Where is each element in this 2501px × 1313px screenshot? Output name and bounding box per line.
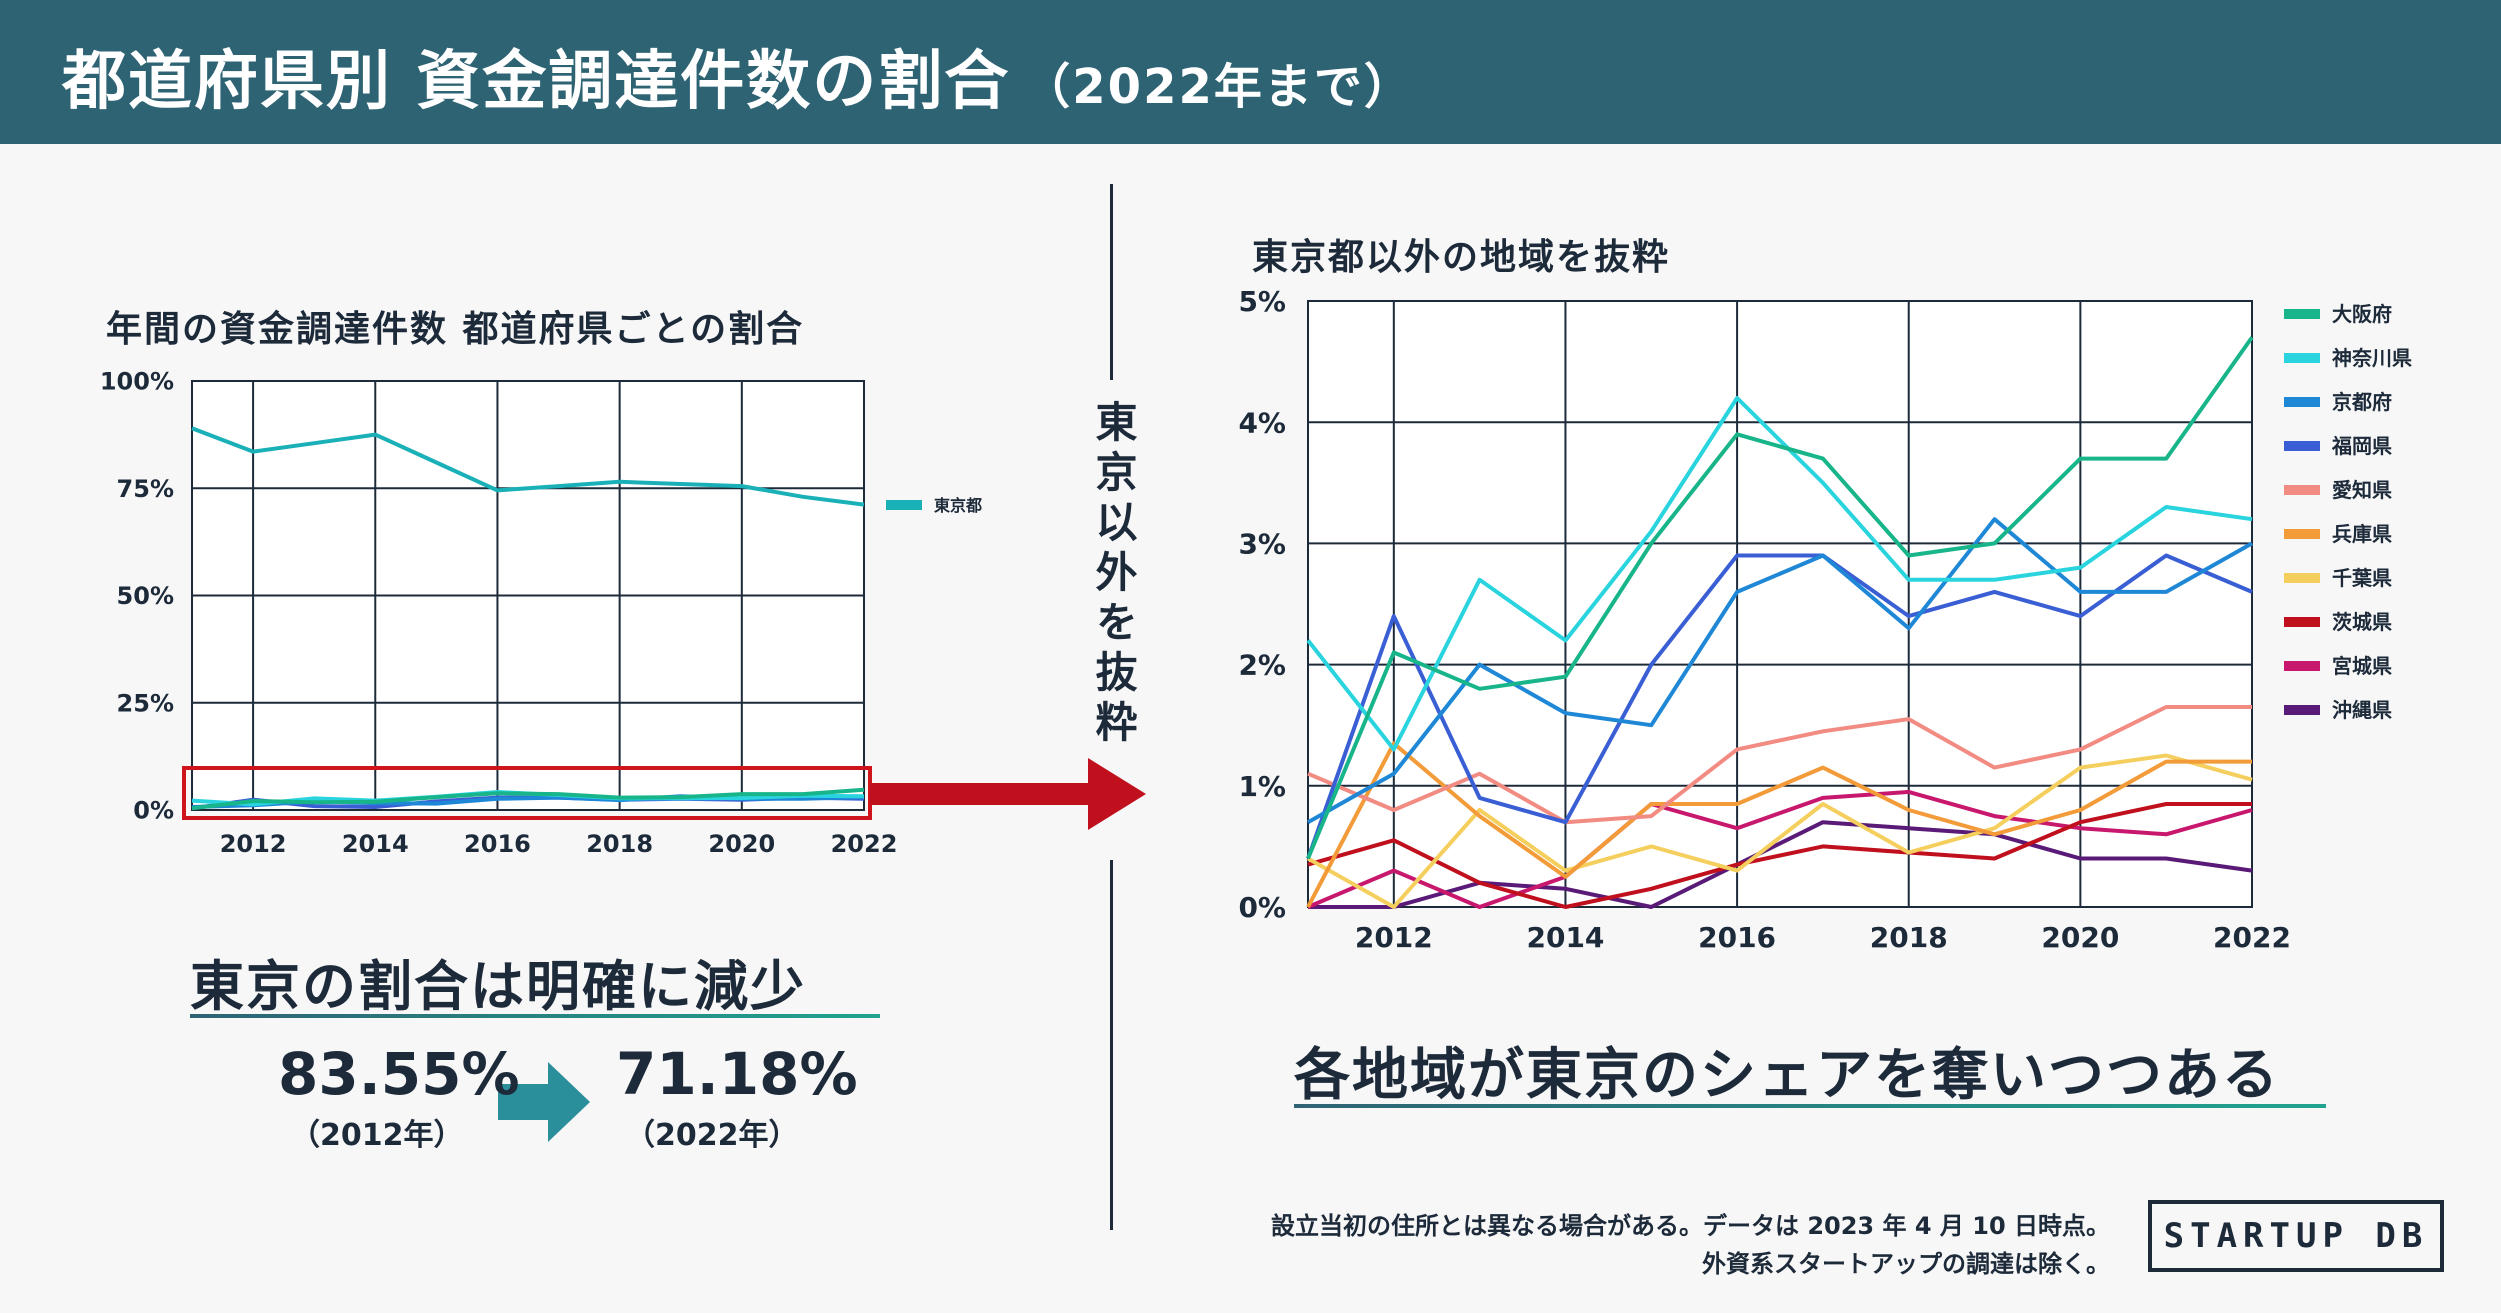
legend-label: 宮城県 — [2332, 654, 2392, 678]
legend-swatch — [2284, 617, 2320, 627]
legend-swatch — [2284, 353, 2320, 363]
tokyo-2022-year: （2022年） — [625, 1118, 799, 1153]
legend-swatch — [2284, 529, 2320, 539]
y-tick-label: 1% — [1238, 770, 1286, 803]
series-line — [1307, 753, 2253, 909]
left-headline: 東京の割合は明確に減少 — [190, 955, 806, 1018]
series-line — [1306, 336, 2254, 860]
change-arrow-shaft — [498, 1084, 550, 1120]
legend-label: 大阪府 — [2332, 302, 2392, 326]
series-line — [1307, 789, 2253, 909]
y-tick-label: 4% — [1238, 406, 1286, 439]
page-title: 都道府県別 資金調達件数の割合 （2022年まで） — [62, 30, 1414, 122]
right-headline: 各地域が東京のシェアを奪いつつある — [1294, 1043, 2280, 1108]
legend-swatch — [2284, 397, 2320, 407]
tokyo-2022-value: 71.18% — [616, 1040, 858, 1108]
legend-label: 千葉県 — [2332, 566, 2392, 590]
series-line — [1306, 396, 2253, 752]
highlight-arrow-head — [1088, 758, 1146, 830]
right-chart-title: 東京都以外の地域を抜粋 — [1252, 237, 1671, 278]
legend-swatch — [2284, 661, 2320, 671]
highlight-arrow-shaft — [870, 783, 1092, 805]
y-tick-label: 25% — [117, 689, 174, 717]
series-line — [191, 426, 865, 507]
center-divider-bottom — [1110, 860, 1113, 1230]
footnote-line2: 外資系スタートアップの調達は除く。 — [1702, 1250, 2110, 1278]
y-tick-label: 3% — [1238, 527, 1286, 560]
legend-label: 福岡県 — [2331, 434, 2392, 458]
tokyo-2012-value: 83.55% — [278, 1040, 520, 1108]
left-headline-underline — [190, 1014, 880, 1018]
x-tick-label: 2020 — [2041, 921, 2119, 954]
y-tick-label: 0% — [1238, 891, 1286, 924]
y-tick-label: 100% — [100, 368, 174, 396]
x-tick-label: 2012 — [220, 830, 287, 858]
legend-swatch — [2284, 309, 2320, 319]
startup-db-logo: STARTUP DB — [2148, 1200, 2444, 1272]
center-divider-top — [1110, 184, 1113, 380]
footnote-line1: 設立当初の住所とは異なる場合がある。データは 2023 年 4 月 10 日時点… — [1270, 1212, 2110, 1240]
legend-label: 愛知県 — [2332, 478, 2392, 502]
x-tick-label: 2018 — [586, 830, 653, 858]
title-banner: 都道府県別 資金調達件数の割合 （2022年まで） — [0, 0, 2501, 144]
y-tick-label: 50% — [117, 582, 174, 610]
y-tick-label: 0% — [133, 797, 174, 825]
legend-swatch — [2284, 485, 2320, 495]
series-line — [1307, 705, 2252, 825]
x-tick-label: 2022 — [2213, 921, 2291, 954]
series-line — [1308, 820, 2253, 909]
legend-swatch — [2284, 573, 2320, 583]
x-tick-label: 2018 — [1870, 921, 1948, 954]
series-line — [1307, 802, 2252, 909]
vertical-label: 東京以外を抜粋 — [1089, 400, 1138, 750]
y-tick-label: 2% — [1238, 649, 1286, 682]
right-headline-underline — [1294, 1104, 2326, 1108]
series-line — [1306, 553, 2253, 860]
tokyo-2012-year: （2012年） — [290, 1118, 464, 1153]
x-tick-label: 2016 — [464, 830, 531, 858]
legend-label: 沖縄県 — [2332, 698, 2392, 722]
legend-label: 茨城県 — [2332, 610, 2392, 634]
legend-label: 兵庫県 — [2332, 522, 2392, 546]
legend-label: 東京都 — [934, 496, 982, 515]
change-arrow-head — [548, 1062, 590, 1142]
legend-label: 神奈川県 — [2332, 346, 2412, 370]
y-tick-label: 5% — [1238, 285, 1286, 318]
legend-swatch — [2284, 441, 2320, 451]
legend-swatch — [2284, 705, 2320, 715]
page-title-sub: （2022年まで） — [1022, 59, 1414, 115]
series-line — [191, 787, 865, 811]
y-tick-label: 75% — [117, 475, 174, 503]
x-tick-label: 2014 — [342, 830, 409, 858]
highlight-box — [182, 766, 872, 820]
x-tick-label: 2016 — [1698, 921, 1776, 954]
series-line — [1306, 741, 2252, 908]
left-chart-title: 年間の資金調達件数 都道府県ごとの割合 — [106, 309, 805, 350]
legend-swatch — [886, 500, 922, 510]
x-tick-label: 2012 — [1355, 921, 1433, 954]
x-tick-label: 2022 — [831, 830, 898, 858]
page-title-main: 都道府県別 資金調達件数の割合 — [62, 45, 1011, 119]
x-tick-label: 2014 — [1526, 921, 1604, 954]
legend-label: 京都府 — [2332, 390, 2392, 414]
x-tick-label: 2020 — [708, 830, 775, 858]
